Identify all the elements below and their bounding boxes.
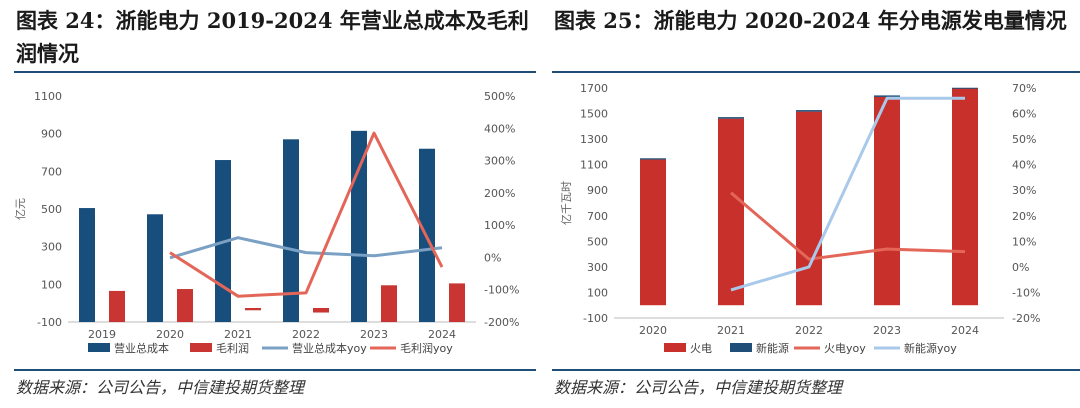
x-tick-label: 2023 (360, 328, 388, 341)
y-tick-label: 900 (41, 128, 62, 141)
x-tick-label: 2020 (639, 324, 667, 337)
y-tick-label: 700 (41, 165, 62, 178)
x-tick-label: 2020 (156, 328, 184, 341)
chart-area: -100 100 300 500 700 900 1100 1300 1500 1700 -20% -… (544, 76, 1080, 366)
legend-swatch (88, 343, 110, 352)
x-tick-label: 2024 (428, 328, 456, 341)
series-line (730, 191, 966, 261)
y-tick-label: 1100 (580, 159, 608, 172)
x-tick-label: 2023 (873, 324, 901, 337)
bar (796, 111, 822, 306)
y2-tick-label: 60% (1012, 108, 1036, 121)
bar (147, 214, 163, 322)
y2-tick-label: 0% (484, 251, 501, 264)
y-tick-label: 1700 (580, 82, 608, 95)
y-tick-label: 1500 (580, 108, 608, 121)
divider (14, 71, 536, 73)
divider (552, 369, 1080, 371)
bar (79, 208, 95, 322)
y-tick-label: 500 (587, 235, 608, 248)
legend-label: 新能源yoy (904, 341, 957, 355)
y2-tick-label: 500% (484, 90, 515, 103)
y2-tick-label: 400% (484, 122, 515, 135)
bar (381, 285, 397, 322)
bar (874, 96, 900, 306)
x-tick-label: 2019 (88, 328, 116, 341)
legend-label: 毛利润yoy (400, 341, 453, 355)
x-tick-label: 2021 (717, 324, 745, 337)
y2-tick-label: 100% (484, 219, 515, 232)
y-tick-label: 300 (41, 241, 62, 254)
y2-tick-label: 20% (1012, 210, 1036, 223)
bar (952, 88, 978, 306)
bar (874, 95, 900, 97)
bar (313, 308, 329, 313)
y-tick-label: 100 (41, 278, 62, 291)
series-line (730, 96, 965, 292)
cost-profit-chart: -100 100 300 500 700 900 1100 -200% -100% 0% 100% 2… (14, 90, 519, 355)
legend-swatch (730, 343, 752, 352)
series-line (169, 236, 443, 260)
y2-tick-label: 10% (1012, 235, 1036, 248)
legend-label: 营业总成本 (114, 341, 169, 355)
y2-tick-label: 300% (484, 155, 515, 168)
y2-tick-label: -100% (484, 284, 519, 297)
y-axis-title: 亿元 (14, 198, 27, 220)
y-tick-label: 100 (587, 286, 608, 299)
bar (283, 139, 299, 322)
divider (14, 369, 536, 371)
bar (351, 130, 367, 322)
legend-label: 毛利润 (216, 341, 249, 355)
chart-title: 图表 24：浙能电力 2019-2024 年营业总成本及毛利润情况 (16, 8, 529, 66)
x-tick-label: 2022 (795, 324, 823, 337)
source-note: 数据来源：公司公告，中信建投期货整理 (16, 378, 305, 397)
y-tick-label: 900 (587, 184, 608, 197)
bar (952, 87, 978, 89)
source-note: 数据来源：公司公告，中信建投期货整理 (554, 378, 843, 397)
x-tick-label: 2021 (224, 328, 252, 341)
y-tick-label: 300 (587, 261, 608, 274)
y2-tick-label: -200% (484, 316, 519, 329)
legend-label: 新能源 (756, 341, 789, 355)
y-tick-label: -100 (583, 312, 608, 325)
legend-label: 火电yoy (824, 342, 866, 355)
generation-chart: -100 100 300 500 700 900 1100 1300 1500 1700 -20% -… (560, 82, 1040, 355)
y-tick-label: 700 (587, 210, 608, 223)
legend-label: 火电 (690, 342, 712, 355)
y2-tick-label: -20% (1012, 312, 1040, 325)
y2-tick-label: 30% (1012, 184, 1036, 197)
y2-tick-label: 70% (1012, 82, 1036, 95)
y-tick-label: 500 (41, 203, 62, 216)
bar (109, 290, 125, 322)
y2-tick-label: 200% (484, 187, 515, 200)
y2-tick-label: 40% (1012, 159, 1036, 172)
y2-tick-label: -10% (1012, 286, 1040, 299)
chart-panel-right: 图表 25：浙能电力 2020-2024 年分电源发电量情况 -100 100 30… (544, 0, 1080, 408)
bar (640, 158, 666, 160)
chart-title: 图表 25：浙能电力 2020-2024 年分电源发电量情况 (554, 8, 1067, 33)
x-tick-label: 2022 (292, 328, 320, 341)
y2-tick-label: 0% (1012, 261, 1029, 274)
legend-swatch (664, 343, 686, 352)
chart-panel-left: 图表 24：浙能电力 2019-2024 年营业总成本及毛利润情况 -100 10… (0, 0, 536, 408)
y-tick-label: -100 (37, 316, 62, 329)
bar (449, 283, 465, 322)
x-tick-label: 2024 (951, 324, 979, 337)
series-line (169, 131, 444, 298)
y2-tick-label: 50% (1012, 133, 1036, 146)
bar (718, 118, 744, 306)
y-tick-label: 1300 (580, 133, 608, 146)
legend-swatch (190, 343, 212, 352)
y-axis-title: 亿千瓦时 (560, 181, 573, 225)
bar (796, 110, 822, 112)
divider (552, 71, 1080, 73)
bar (245, 308, 261, 311)
bar (177, 289, 193, 322)
bar (718, 117, 744, 119)
bar (640, 159, 666, 306)
legend-label: 营业总成本yoy (292, 341, 367, 355)
y-tick-label: 1100 (34, 90, 62, 103)
chart-area: -100 100 300 500 700 900 1100 -200% -100% 0% 100% 2… (0, 76, 536, 366)
